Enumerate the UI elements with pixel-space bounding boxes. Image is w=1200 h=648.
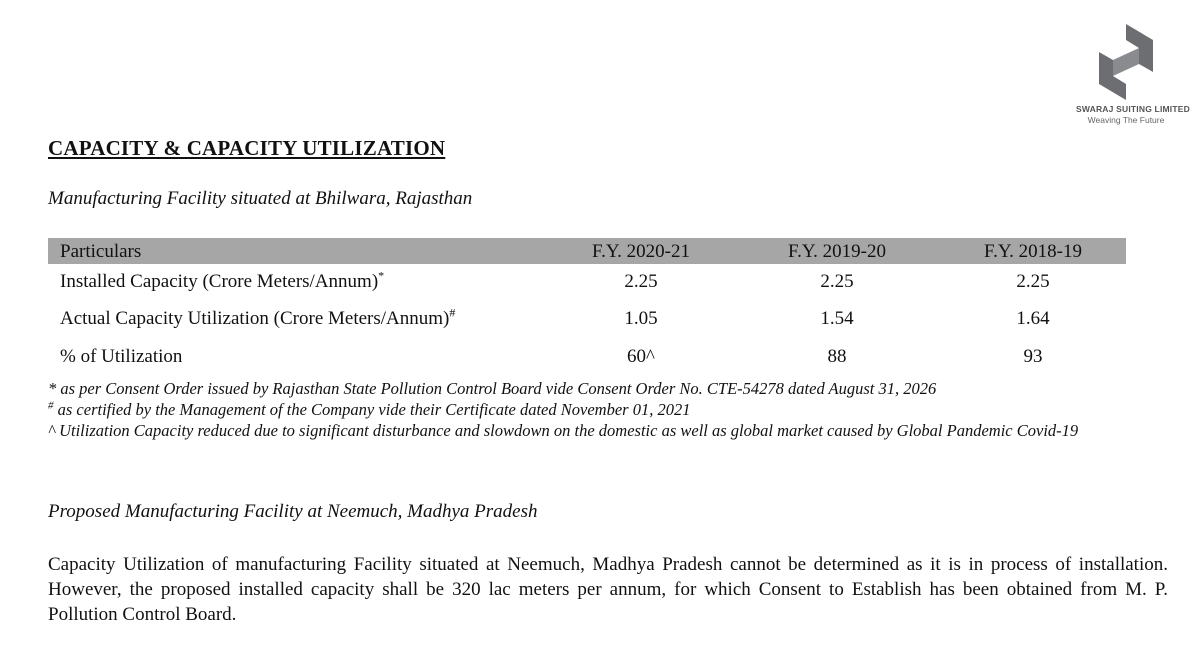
- neemuch-paragraph: Capacity Utilization of manufacturing Fa…: [48, 554, 1168, 625]
- table-cell: 2.25: [624, 271, 658, 292]
- footnote-mark: #: [48, 399, 54, 412]
- section-subtitle-neemuch: Proposed Manufacturing Facility at Neemu…: [48, 501, 538, 522]
- header-fy-2019-20: F.Y. 2019-20: [788, 241, 886, 262]
- header-fy-2018-19: F.Y. 2018-19: [984, 241, 1082, 262]
- table-cell: 2.25: [1016, 271, 1050, 292]
- table-cell: 60^: [627, 346, 655, 367]
- table-cell: 2.25: [820, 271, 854, 292]
- logo-tagline: Weaving The Future: [1087, 115, 1165, 125]
- table-cell: 1.64: [1016, 308, 1050, 329]
- footnote-consent-order: * as per Consent Order issued by Rajasth…: [48, 379, 937, 398]
- row-label: Installed Capacity (Crore Meters/Annum)*: [60, 268, 385, 292]
- footnote-certificate: # as certified by the Management of the …: [48, 399, 691, 419]
- header-fy-2020-21: F.Y. 2020-21: [592, 241, 690, 262]
- table-row: Actual Capacity Utilization (Crore Meter…: [48, 302, 1126, 340]
- page-title: CAPACITY & CAPACITY UTILIZATION: [48, 136, 446, 160]
- table-cell: 93: [1023, 346, 1043, 367]
- table-cell: 1.05: [624, 308, 658, 329]
- table-row: % of Utilization 60^ 88 93: [48, 340, 1126, 378]
- footnote-covid: ^ Utilization Capacity reduced due to si…: [48, 421, 1079, 440]
- table-cell: 88: [827, 346, 847, 367]
- swaraj-logo-icon: [1099, 24, 1153, 100]
- capacity-table: Particulars F.Y. 2020-21 F.Y. 2019-20 F.…: [48, 238, 1126, 378]
- table-header-row: Particulars F.Y. 2020-21 F.Y. 2019-20 F.…: [48, 238, 1126, 264]
- footnotes: * as per Consent Order issued by Rajasth…: [48, 378, 1168, 441]
- table-row: Installed Capacity (Crore Meters/Annum)*…: [48, 264, 1126, 302]
- header-particulars: Particulars: [60, 241, 142, 262]
- row-label: Actual Capacity Utilization (Crore Meter…: [60, 305, 456, 329]
- logo-company-name: SWARAJ SUITING LIMITED: [1076, 104, 1190, 114]
- row-label: % of Utilization: [60, 346, 183, 367]
- section-subtitle: Manufacturing Facility situated at Bhilw…: [48, 188, 473, 209]
- footnote-mark: #: [449, 305, 456, 320]
- footnote-mark: *: [378, 268, 385, 283]
- company-logo: SWARAJ SUITING LIMITED Weaving The Futur…: [1076, 22, 1190, 125]
- table-cell: 1.54: [820, 308, 854, 329]
